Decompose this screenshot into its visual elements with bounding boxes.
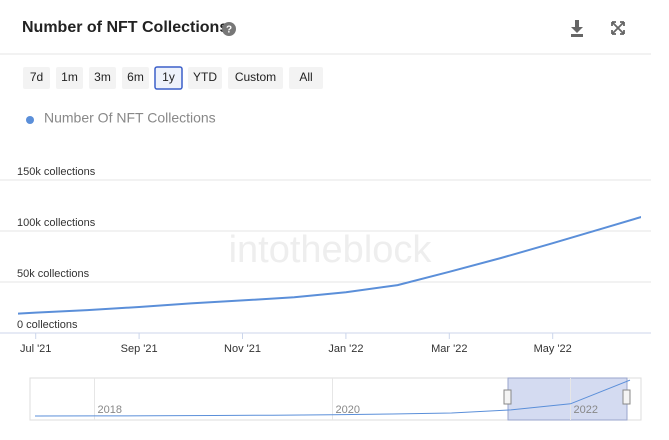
svg-text:?: ? [226, 25, 232, 36]
x-tick-label: May '22 [534, 343, 572, 355]
button-label: 1m [61, 70, 78, 84]
button-label: 3m [94, 70, 111, 84]
navigator-handle[interactable] [622, 389, 631, 405]
range-button[interactable]: YTD [188, 67, 222, 89]
button-background [56, 67, 83, 89]
range-button[interactable]: 1y [154, 66, 183, 90]
x-tick-label: Jul '21 [20, 343, 51, 355]
button-background [289, 67, 323, 89]
range-button[interactable]: 3m [89, 67, 116, 89]
button-label: 6m [127, 70, 144, 84]
download-icon[interactable] [571, 20, 583, 37]
y-tick-label: 0 collections [17, 319, 78, 331]
range-button[interactable]: All [289, 67, 323, 89]
legend-label[interactable]: Number Of NFT Collections [44, 110, 216, 126]
y-tick-label: 100k collections [17, 217, 96, 229]
range-button[interactable]: 6m [122, 67, 149, 89]
range-button[interactable]: Custom [228, 67, 283, 89]
navigator-tick-label: 2018 [98, 404, 122, 416]
button-background [122, 67, 149, 89]
watermark: intotheblock [229, 229, 433, 271]
navigator-handle[interactable] [503, 389, 512, 405]
range-button[interactable]: 7d [23, 67, 50, 89]
x-tick-label: Sep '21 [121, 343, 158, 355]
button-background [154, 66, 183, 90]
button-background [188, 67, 222, 89]
button-label: 1y [162, 70, 175, 84]
navigator-tick-label: 2022 [574, 404, 598, 416]
button-background [228, 67, 283, 89]
button-background [23, 67, 50, 89]
x-tick-label: Mar '22 [431, 343, 467, 355]
button-label: All [299, 70, 312, 84]
button-background [89, 67, 116, 89]
x-tick-label: Jan '22 [328, 343, 363, 355]
legend-marker [26, 116, 34, 124]
y-tick-label: 150k collections [17, 166, 96, 178]
help-icon[interactable]: ? [222, 22, 236, 36]
x-tick-label: Nov '21 [224, 343, 261, 355]
y-tick-label: 50k collections [17, 268, 90, 280]
navigator-frame [29, 377, 642, 421]
button-label: 7d [30, 70, 43, 84]
navigator-selection[interactable] [507, 377, 628, 421]
series-line [18, 216, 641, 315]
button-label: YTD [193, 70, 217, 84]
chart-title: Number of NFT Collections [22, 19, 228, 36]
navigator-tick-label: 2020 [336, 404, 360, 416]
button-label: Custom [235, 70, 276, 84]
navigator-line [34, 379, 631, 417]
range-button[interactable]: 1m [56, 67, 83, 89]
expand-icon[interactable] [611, 21, 625, 35]
